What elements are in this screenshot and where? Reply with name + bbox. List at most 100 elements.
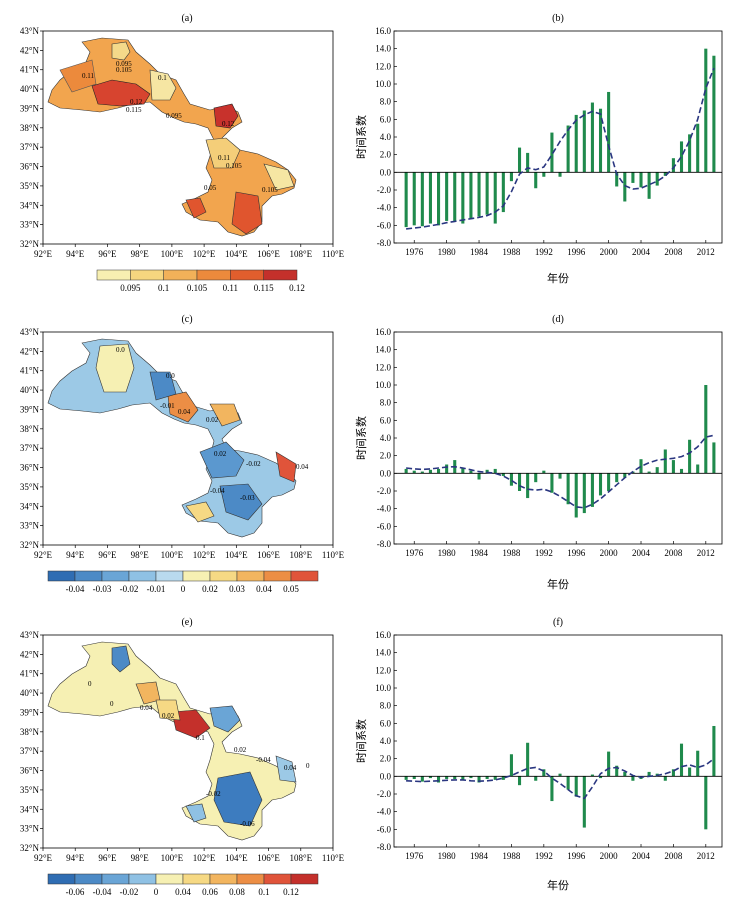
y-tick-label: -6.0 — [377, 220, 392, 230]
map-panel-e: (e) 0 0 0.04 0.02 0.1 0.02 -0.04 0.04 0 … — [20, 617, 345, 897]
y-axis-label: 时间系数 — [355, 719, 368, 763]
y-tick-label: -6.0 — [377, 824, 392, 834]
bar — [485, 172, 489, 215]
x-tick-label: 1988 — [502, 851, 521, 861]
bar — [688, 134, 692, 173]
colorbar-tick-label: -0.04 — [93, 887, 112, 897]
bar — [712, 442, 716, 474]
bar — [574, 114, 578, 173]
lat-tick-label: 32°N — [20, 843, 40, 853]
bar — [412, 470, 416, 474]
colorbar-tick-label: 0.12 — [283, 887, 299, 897]
x-tick-label: 1992 — [535, 851, 553, 861]
colorbar: 0.095 0.1 0.105 0.11 0.115 0.12 — [96, 269, 305, 293]
lon-tick-label: 92°E — [34, 853, 53, 863]
y-tick-label: -8.0 — [377, 842, 392, 852]
colorbar-swatch — [196, 269, 231, 281]
bar — [485, 469, 489, 474]
bar — [550, 776, 554, 802]
lon-tick-label: 100°E — [161, 249, 184, 259]
x-tick-label: 1980 — [438, 548, 457, 558]
bar — [615, 172, 619, 187]
plot-frame — [393, 634, 723, 848]
bar — [671, 769, 675, 777]
x-tick-label: 1996 — [567, 851, 586, 861]
lon-tick-label: 104°E — [225, 853, 248, 863]
bar — [542, 769, 546, 777]
lat-tick-label: 41°N — [20, 669, 40, 679]
svg-text:0.1: 0.1 — [196, 734, 205, 742]
colorbar-tick-label: 0.02 — [202, 584, 218, 594]
plot-frame — [393, 331, 723, 545]
y-tick-label: 10.0 — [375, 380, 391, 390]
y-tick-label: 14.0 — [375, 345, 391, 355]
y-tick-label: -8.0 — [377, 238, 392, 248]
y-tick-label: -4.0 — [377, 807, 392, 817]
svg-text:-0.03: -0.03 — [240, 494, 255, 502]
svg-text:-0.04: -0.04 — [256, 756, 271, 764]
map-panel-a: (a) 0.11 0.095 0.105 0.12 0.115 0.1 0.09… — [20, 13, 345, 293]
bar — [663, 449, 667, 474]
x-tick-label: 1984 — [470, 247, 489, 257]
bar — [453, 172, 457, 221]
colorbar-swatch — [236, 873, 265, 885]
lon-tick-label: 102°E — [193, 853, 216, 863]
bar — [679, 141, 684, 173]
bar — [542, 470, 546, 474]
x-tick-label: 2000 — [600, 851, 619, 861]
colorbar-tick-label: -0.02 — [120, 887, 139, 897]
bar — [688, 439, 692, 474]
bar — [517, 147, 522, 173]
lon-tick-label: 94°E — [66, 550, 85, 560]
y-tick-label: 0.0 — [380, 468, 392, 478]
y-tick-label: 4.0 — [380, 433, 392, 443]
x-tick-label: 1984 — [470, 851, 489, 861]
bar — [493, 776, 497, 780]
lon-tick-label: 96°E — [98, 249, 117, 259]
lat-tick-label: 34°N — [20, 200, 40, 210]
lat-tick-label: 33°N — [20, 521, 40, 531]
bar — [679, 468, 684, 474]
bar — [623, 771, 627, 777]
bar — [437, 776, 441, 783]
y-tick-label: 16.0 — [375, 327, 391, 337]
svg-text:0.105: 0.105 — [116, 66, 132, 74]
lat-tick-label: 39°N — [20, 103, 40, 113]
y-tick-label: 2.0 — [380, 451, 392, 461]
colorbar-tick-label: -0.02 — [120, 584, 139, 594]
lon-tick-label: 100°E — [161, 550, 184, 560]
colorbar-swatch — [182, 873, 211, 885]
colorbar-swatch — [101, 570, 130, 582]
map-panel-label: (c) — [181, 314, 192, 325]
lon-tick-label: 110°E — [322, 853, 345, 863]
lat-tick-label: 35°N — [20, 181, 40, 191]
y-tick-label: 10.0 — [375, 683, 391, 693]
x-tick-label: 1980 — [438, 247, 457, 257]
colorbar-tick-label: 0.11 — [223, 283, 238, 293]
bar — [461, 172, 465, 224]
bar — [428, 172, 432, 224]
y-tick-label: 6.0 — [380, 415, 392, 425]
bar — [542, 172, 546, 177]
bar — [526, 473, 530, 499]
lon-tick-label: 104°E — [225, 249, 248, 259]
bar — [631, 776, 635, 781]
bar — [469, 776, 473, 779]
bar — [574, 473, 578, 518]
y-tick-label: 8.0 — [380, 97, 392, 107]
svg-text:0.04: 0.04 — [296, 463, 309, 471]
svg-text:0.12: 0.12 — [222, 120, 235, 128]
y-tick-label: 12.0 — [375, 61, 391, 71]
lon-tick-label: 108°E — [289, 550, 312, 560]
bar — [485, 776, 489, 779]
y-tick-label: -2.0 — [377, 789, 392, 799]
colorbar-swatch — [101, 873, 130, 885]
y-tick-label: 14.0 — [375, 648, 391, 658]
x-tick-label: 1988 — [502, 247, 521, 257]
colorbar-tick-label: 0.115 — [254, 283, 274, 293]
plot-frame — [393, 30, 723, 244]
colorbar-swatch — [130, 269, 164, 281]
svg-text:0.05: 0.05 — [204, 184, 217, 192]
latitude-axis: 32°N 33°N 34°N 35°N 36°N 37°N 38°N 39°N 40°N 41°N… — [20, 26, 43, 249]
